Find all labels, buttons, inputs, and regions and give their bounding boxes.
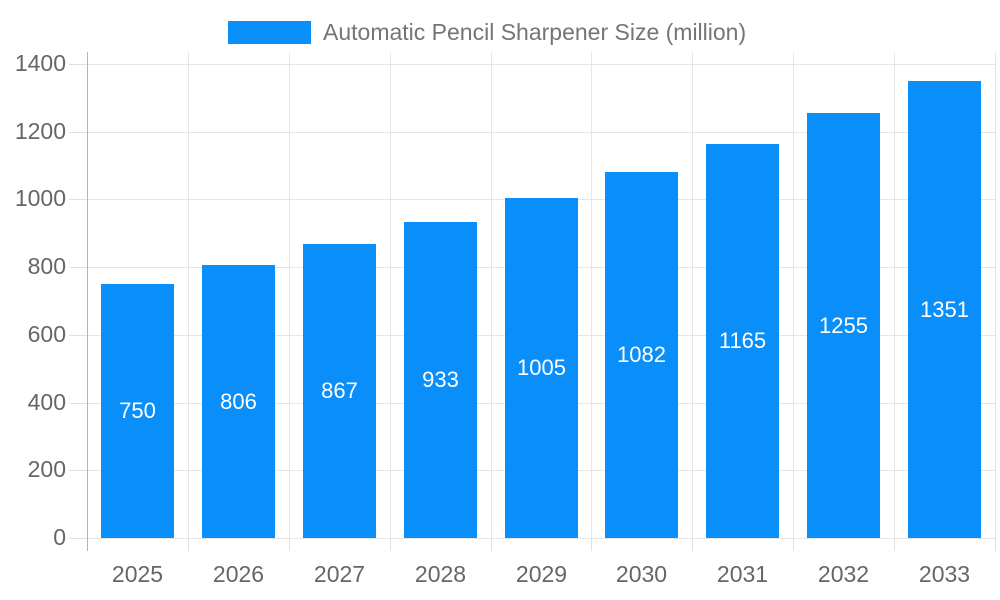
- bar: [404, 222, 477, 538]
- y-axis-tick: [69, 267, 87, 268]
- x-axis-label: 2032: [817, 561, 870, 587]
- x-axis-label: 2033: [918, 561, 971, 587]
- bar-value-label: 933: [422, 367, 459, 392]
- x-axis-label: 2031: [716, 561, 769, 587]
- y-axis-tick: [69, 403, 87, 404]
- bar: [807, 113, 880, 538]
- y-axis-tick: [69, 538, 87, 539]
- y-axis-tick: [69, 64, 87, 65]
- x-axis-label: 2027: [313, 561, 366, 587]
- x-axis-tick: [289, 538, 290, 551]
- y-axis-tick: [69, 199, 87, 200]
- bar-value-label: 1165: [718, 328, 767, 353]
- chart-legend: Automatic Pencil Sharpener Size (million…: [228, 21, 746, 44]
- y-axis-line: [87, 52, 88, 551]
- y-axis-label: 1400: [14, 50, 66, 76]
- v-gridline: [289, 52, 290, 538]
- bar-value-label: 867: [321, 378, 358, 403]
- bar: [202, 265, 275, 538]
- x-axis-tick: [390, 538, 391, 551]
- x-axis-tick: [894, 538, 895, 551]
- y-axis-label: 0: [53, 524, 66, 550]
- v-gridline: [995, 52, 996, 538]
- x-axis-tick: [591, 538, 592, 551]
- v-gridline: [591, 52, 592, 538]
- x-axis-tick: [793, 538, 794, 551]
- v-gridline: [390, 52, 391, 538]
- y-axis-label: 800: [27, 253, 66, 279]
- v-gridline: [793, 52, 794, 538]
- x-axis-label: 2028: [414, 561, 467, 587]
- legend-swatch: [228, 21, 311, 44]
- h-gridline: [87, 538, 995, 539]
- y-axis-tick: [69, 335, 87, 336]
- x-axis-tick: [491, 538, 492, 551]
- x-axis-label: 2026: [212, 561, 265, 587]
- bar-value-label: 1351: [920, 297, 969, 322]
- y-axis-tick: [69, 132, 87, 133]
- y-axis-label: 400: [27, 389, 66, 415]
- bar: [605, 172, 678, 538]
- h-gridline: [87, 132, 995, 133]
- bar-value-label: 1255: [819, 313, 868, 338]
- bar: [101, 284, 174, 538]
- y-axis-label: 1000: [14, 185, 66, 211]
- x-axis-label: 2025: [111, 561, 164, 587]
- bar-value-label: 750: [119, 398, 156, 423]
- v-gridline: [188, 52, 189, 538]
- bar: [505, 198, 578, 538]
- y-axis-label: 200: [27, 456, 66, 482]
- y-axis-label: 600: [27, 321, 66, 347]
- bar: [303, 244, 376, 538]
- y-axis-label: 1200: [14, 118, 66, 144]
- legend-label: Automatic Pencil Sharpener Size (million…: [323, 19, 747, 45]
- x-axis-tick: [995, 538, 996, 551]
- v-gridline: [692, 52, 693, 538]
- bar-value-label: 1005: [517, 355, 566, 380]
- x-axis-label: 2029: [515, 561, 568, 587]
- bar-value-label: 1082: [617, 342, 666, 367]
- y-axis-tick: [69, 470, 87, 471]
- bar: [706, 144, 779, 538]
- x-axis-tick: [692, 538, 693, 551]
- v-gridline: [894, 52, 895, 538]
- x-axis-label: 2030: [615, 561, 668, 587]
- v-gridline: [491, 52, 492, 538]
- bar: [908, 81, 981, 538]
- x-axis-tick: [188, 538, 189, 551]
- bar-value-label: 806: [220, 389, 257, 414]
- h-gridline: [87, 64, 995, 65]
